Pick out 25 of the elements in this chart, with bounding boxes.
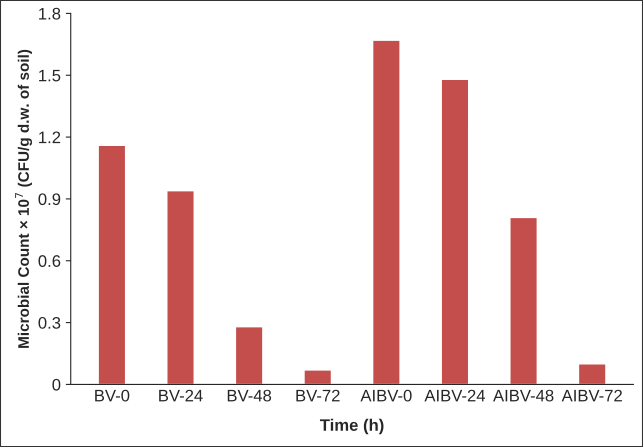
bar	[509, 216, 538, 384]
y-tick-label: 0.9	[38, 193, 60, 206]
bar	[440, 78, 470, 384]
bar	[372, 40, 401, 384]
x-tick-label: AIBV-72	[562, 390, 622, 402]
y-tick-label: 0.3	[38, 316, 60, 329]
x-tick-label: AIBV-0	[360, 390, 412, 402]
x-tick-label: BV-0	[95, 390, 130, 402]
x-tick-label: BV-48	[228, 390, 272, 402]
bar	[578, 363, 607, 384]
bar	[166, 190, 195, 384]
y-axis-title: Microbial Count × 10$^{7}$ (CFU/g d.w. of soil)	[15, 50, 32, 348]
bar	[303, 369, 332, 384]
y-tick-label: 1.2	[39, 131, 60, 144]
bar	[97, 144, 126, 384]
y-tick-label: 0	[52, 378, 60, 391]
y-tick-label: 0.6	[38, 255, 60, 267]
x-tick-label: BV-24	[159, 390, 203, 402]
x-tick-label: BV-72	[296, 390, 340, 402]
x-tick-label: AIBV-48	[493, 390, 554, 402]
y-tick-label: 1.5	[39, 70, 60, 82]
bar	[234, 326, 264, 384]
x-axis-title: Time (h)	[320, 418, 384, 434]
x-tick-label: AIBV-24	[424, 390, 486, 402]
y-tick-label: 1.8	[39, 8, 60, 20]
